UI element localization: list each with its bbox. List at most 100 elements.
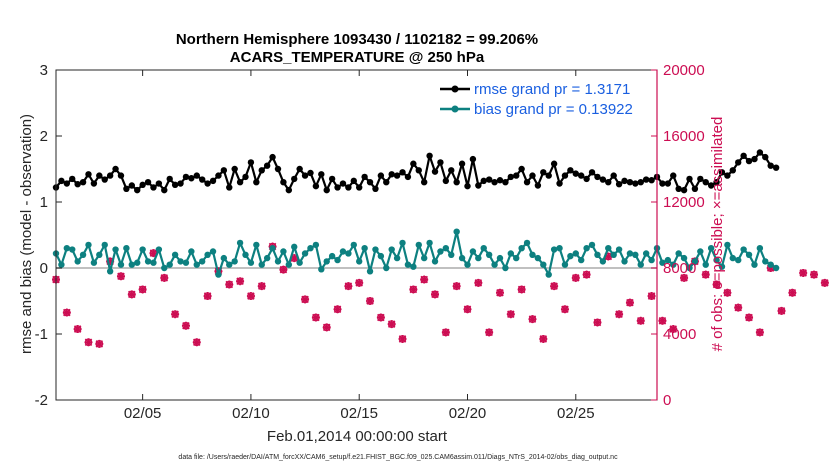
obs-marker — [192, 338, 201, 347]
rmse-point — [155, 180, 163, 187]
obs-marker — [409, 285, 418, 294]
bias-point — [756, 245, 764, 252]
bias-point — [312, 241, 320, 249]
obs-marker — [376, 313, 385, 322]
rmse-point — [567, 167, 574, 174]
x-axis: 02/05 02/10 02/15 02/20 02/25 — [124, 70, 595, 422]
bias-point — [675, 250, 682, 257]
bias-point — [740, 246, 747, 253]
bias-point — [713, 256, 720, 264]
bias-series — [52, 228, 780, 278]
obs-assimilated-marker — [409, 285, 418, 294]
bias-point — [648, 256, 655, 264]
bias-point — [642, 250, 650, 257]
obs-marker — [723, 288, 732, 297]
bias-point — [523, 239, 531, 247]
obs-marker — [311, 313, 320, 322]
obs-assimilated-marker — [755, 328, 764, 337]
bias-point — [323, 258, 330, 265]
obs-marker — [203, 292, 212, 301]
rmse-point — [399, 169, 406, 176]
rmse-point — [79, 179, 87, 186]
rmse-point — [161, 186, 168, 194]
bias-point — [572, 250, 579, 257]
bias-point — [166, 261, 173, 268]
obs-assimilated-marker — [669, 325, 678, 334]
bias-point — [182, 259, 190, 266]
obs-marker — [528, 315, 537, 324]
bias-point — [285, 261, 293, 268]
obs-assimilated-marker — [203, 292, 212, 301]
y-right-tick-label: 16000 — [663, 128, 705, 145]
bias-point — [561, 261, 569, 268]
rmse-point — [442, 177, 450, 185]
bias-point — [318, 266, 325, 273]
bias-point — [550, 246, 558, 253]
rmse-point — [632, 180, 639, 187]
bias-point — [361, 245, 368, 252]
rmse-point — [691, 185, 699, 192]
rmse-point — [507, 173, 515, 181]
rmse-point — [372, 185, 379, 192]
obs-assimilated-marker — [311, 313, 320, 322]
obs-assimilated-marker — [431, 290, 440, 299]
bias-point — [458, 254, 466, 262]
bias-point — [469, 248, 477, 255]
obs-marker — [116, 272, 125, 281]
obs-marker — [560, 305, 569, 314]
y-right-tick-label: 8000 — [663, 260, 696, 277]
obs-marker — [755, 328, 764, 337]
rmse-point — [659, 180, 666, 187]
obs-assimilated-marker — [192, 338, 201, 347]
legend-bias-label: bias grand pr = 0.13922 — [474, 101, 633, 118]
legend-rmse-label: rmse grand pr = 1.3171 — [474, 81, 630, 98]
x-tick-label: 02/05 — [124, 405, 162, 422]
rmse-point — [301, 172, 309, 179]
rmse-point — [485, 176, 493, 183]
rmse-point — [96, 172, 103, 179]
obs-marker — [474, 278, 483, 287]
rmse-point — [545, 172, 552, 179]
obs-marker — [431, 290, 440, 299]
bias-point — [204, 251, 211, 258]
bias-point — [626, 250, 634, 257]
rmse-point — [198, 176, 206, 183]
bias-point — [415, 241, 422, 249]
legend-bias-marker — [451, 105, 459, 113]
bias-point — [85, 241, 92, 249]
obs-assimilated-marker — [376, 313, 385, 322]
obs-marker — [810, 270, 819, 279]
bias-point — [350, 241, 357, 249]
rmse-point — [69, 175, 76, 183]
bias-point — [545, 271, 552, 278]
bias-point — [334, 256, 341, 264]
data-file-footnote: data file: /Users/raeder/DAI/ATM_forcXX/… — [178, 454, 618, 461]
legend-rmse-marker — [451, 85, 459, 93]
rmse-point — [361, 173, 368, 181]
rmse-point — [431, 168, 439, 175]
obs-marker — [571, 273, 580, 282]
obs-assimilated-marker — [517, 285, 526, 294]
obs-assimilated-marker — [777, 306, 786, 315]
bias-point — [96, 251, 103, 258]
rmse-point — [215, 172, 222, 179]
bias-point — [583, 245, 590, 252]
bias-point — [615, 246, 623, 253]
bias-point — [502, 264, 509, 272]
rmse-point — [594, 173, 601, 181]
rmse-point — [366, 179, 374, 186]
obs-assimilated-marker — [712, 280, 721, 289]
obs-marker — [680, 273, 689, 282]
bias-point — [356, 258, 363, 265]
obs-assimilated-marker — [452, 282, 461, 291]
rmse-point — [171, 181, 179, 189]
rmse-point — [469, 155, 477, 163]
y-left-tick-label: -1 — [35, 326, 48, 343]
bias-point — [220, 254, 228, 262]
rmse-point — [448, 167, 455, 174]
obs-assimilated-marker — [723, 288, 732, 297]
rmse-point — [182, 173, 190, 181]
bias-point — [442, 245, 450, 252]
bias-point — [605, 245, 612, 252]
rmse-point — [188, 175, 195, 182]
